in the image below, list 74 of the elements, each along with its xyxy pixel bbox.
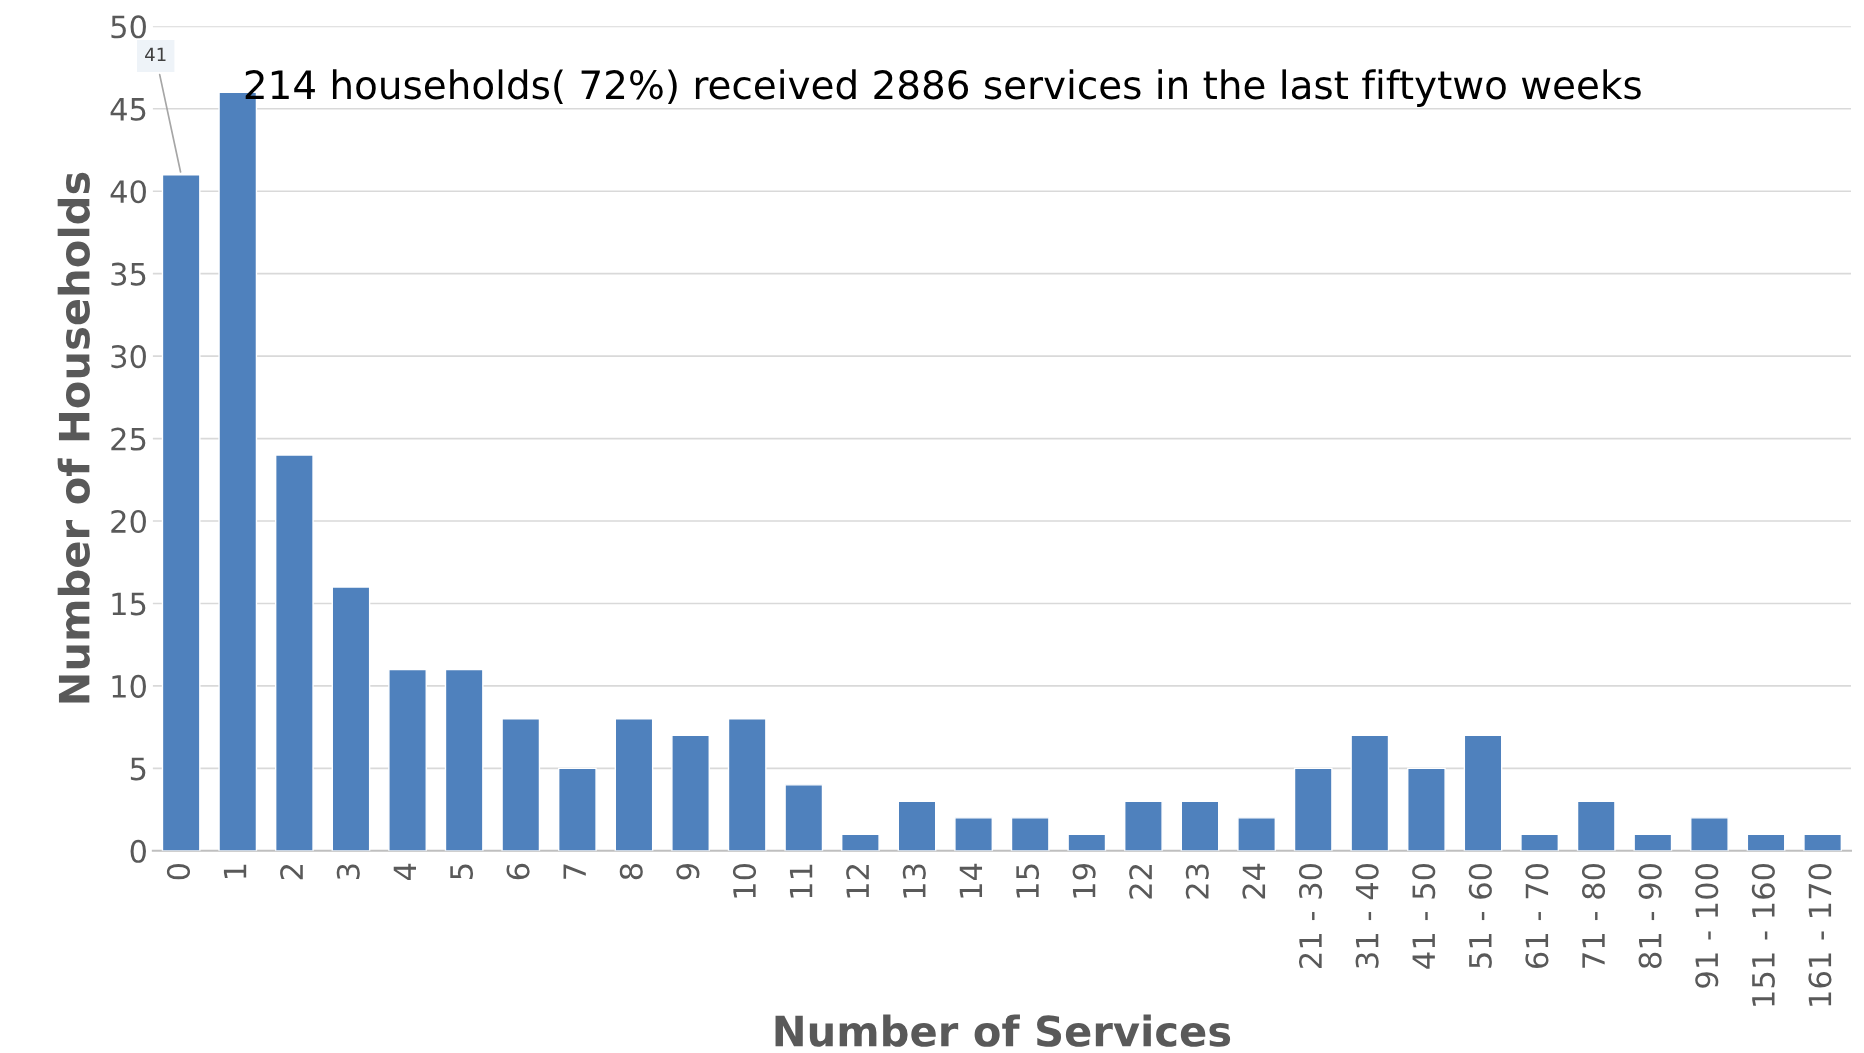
bar (954, 817, 993, 851)
x-tick-label: 23 (1185, 864, 1209, 899)
bar (727, 718, 767, 851)
x-tick-label: 151 - 160 (1751, 863, 1775, 1006)
y-tick-label: 0 (130, 839, 146, 863)
bar (1180, 800, 1220, 851)
bar (1576, 800, 1616, 851)
x-tick-label: 4 (393, 863, 416, 880)
y-tick-label: 10 (112, 674, 146, 698)
x-tick-label: 161 - 170 (1808, 863, 1832, 1006)
bar (614, 718, 654, 851)
bar (1463, 734, 1503, 851)
x-tick-label: 12 (846, 865, 869, 898)
y-axis-title: Number of Households (57, 172, 90, 703)
x-tick-label: 10 (732, 863, 757, 898)
y-tick-label: 35 (111, 262, 146, 286)
x-tick-label: 11 (789, 864, 813, 898)
bar (1633, 833, 1673, 851)
x-tick-label: 24 (1242, 863, 1266, 899)
x-tick-label: 9 (676, 864, 700, 880)
x-tick-label: 7 (563, 864, 586, 879)
x-tick-label: 19 (1072, 864, 1096, 898)
y-tick-label: 40 (110, 180, 146, 204)
bar (1520, 833, 1560, 851)
bar (1690, 817, 1729, 851)
bar (501, 718, 541, 851)
x-tick-label: 61 - 70 (1525, 863, 1549, 969)
x-tick-label: 5 (450, 864, 474, 880)
y-tick-label: 25 (111, 427, 146, 451)
y-tick-label: 15 (112, 592, 146, 616)
bar (1124, 800, 1163, 851)
x-tick-label: 81 - 90 (1638, 863, 1662, 969)
bar (331, 586, 371, 851)
bar (1746, 833, 1786, 851)
x-tick-label: 0 (166, 863, 191, 880)
annotation: 214 households( 72%) received 2886 services in the last fiftytwo weeks (245, 69, 1641, 107)
bar (841, 833, 880, 851)
x-tick-label: 1 (223, 864, 247, 879)
bar (897, 800, 937, 851)
y-tick-label: 30 (111, 345, 146, 369)
x-tick-label: 41 - 50 (1412, 863, 1436, 969)
x-tick-label: 71 - 80 (1581, 863, 1606, 968)
bar (1350, 734, 1390, 851)
x-tick-label: 31 - 40 (1355, 863, 1379, 968)
bar (557, 767, 597, 851)
x-tick-label: 51 - 60 (1468, 863, 1492, 968)
x-tick-label: 22 (1129, 865, 1152, 899)
bar (1237, 817, 1276, 851)
x-tick-label: 6 (506, 863, 530, 880)
x-tick-label: 3 (336, 864, 360, 880)
y-tick-label: 20 (111, 509, 146, 534)
y-tick-label: 45 (110, 98, 146, 121)
bar (1010, 817, 1050, 851)
bar (671, 734, 710, 851)
x-tick-label: 2 (280, 865, 303, 880)
bar (388, 668, 427, 851)
bar (784, 784, 824, 851)
x-axis-title: Number of Services (775, 1014, 1231, 1047)
x-tick-label: 21 - 30 (1298, 863, 1323, 968)
bar (444, 668, 484, 851)
x-tick-label: 15 (1016, 864, 1040, 898)
bar (1293, 767, 1333, 851)
bar (1803, 833, 1843, 851)
x-tick-label: 14 (959, 863, 983, 898)
annotation: 41 (145, 47, 166, 61)
bar (161, 174, 201, 851)
x-tick-label: 91 - 100 (1695, 863, 1719, 988)
bar (1067, 833, 1107, 851)
y-tick-label: 5 (130, 757, 146, 781)
bar (274, 454, 314, 851)
bar (1407, 767, 1446, 851)
x-tick-label: 8 (619, 864, 643, 880)
y-tick-label: 50 (111, 15, 146, 39)
x-tick-label: 13 (902, 864, 926, 898)
